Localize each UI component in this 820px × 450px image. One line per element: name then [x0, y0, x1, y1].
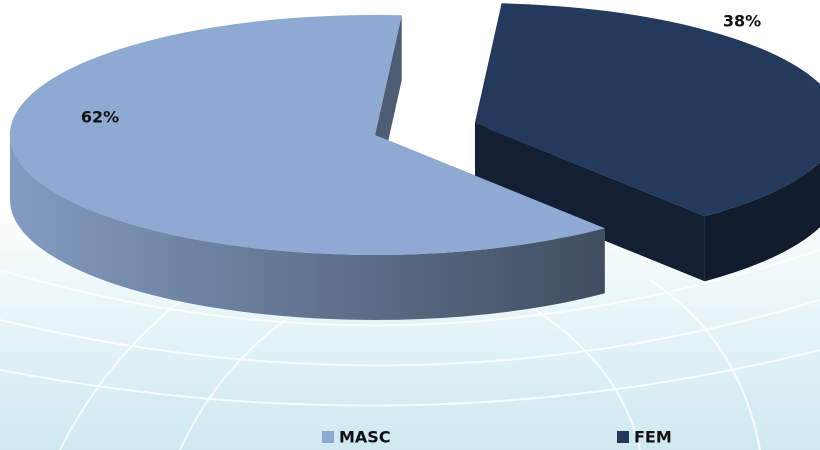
data-label: 62% — [81, 108, 119, 127]
legend: MASC FEM — [322, 428, 672, 447]
slice-side-shade — [704, 162, 820, 282]
background-pattern — [0, 249, 820, 450]
slice — [475, 3, 820, 217]
legend-label: MASC — [339, 428, 391, 447]
pie: 38% 62% — [9, 3, 820, 320]
legend-swatch — [617, 431, 629, 443]
legend-swatch — [322, 431, 334, 443]
legend-label: FEM — [634, 428, 672, 447]
data-label: 38% — [723, 12, 761, 31]
slice-face-shade — [475, 123, 705, 282]
slice-face — [475, 123, 705, 282]
slice — [9, 14, 605, 255]
slice-side-shade — [10, 135, 605, 320]
